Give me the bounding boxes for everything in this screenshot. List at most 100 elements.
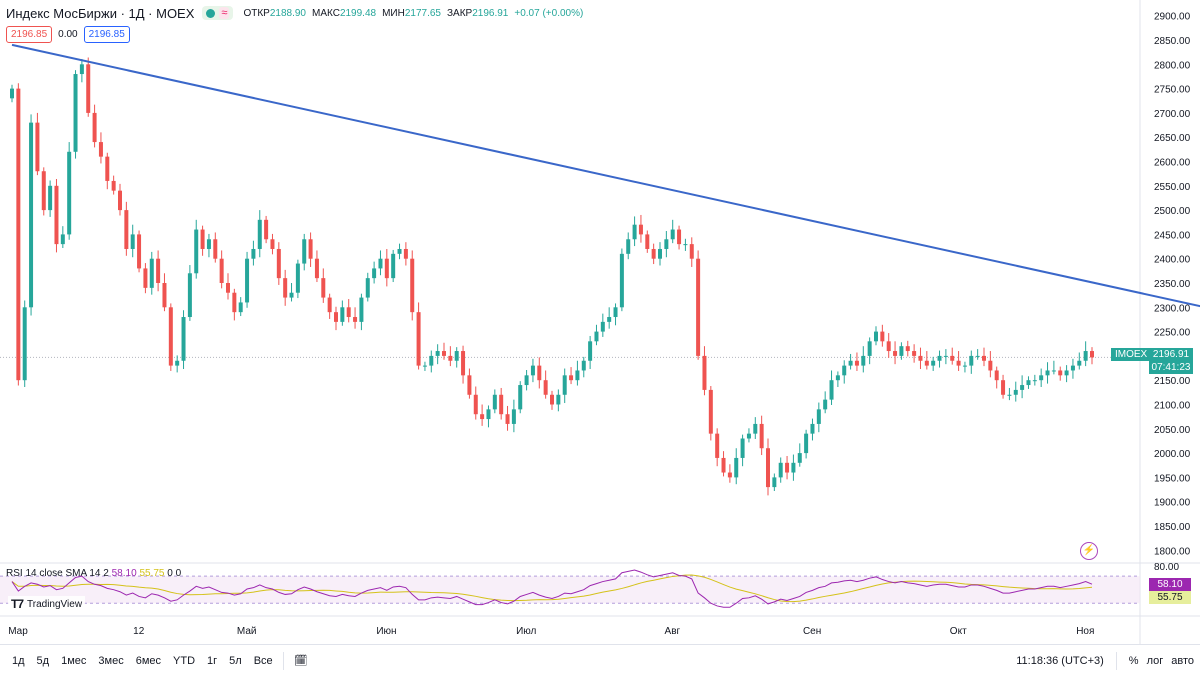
date-range-icon[interactable]: 🗓 [293, 655, 308, 667]
candle-body [943, 355, 948, 357]
candle-body [537, 365, 542, 381]
candle-body [130, 234, 135, 249]
candle-body [384, 258, 389, 279]
candle-body [562, 375, 567, 395]
candle-body [848, 360, 853, 366]
y-tick-label: 2050.00 [1154, 425, 1191, 436]
x-tick-label: Ноя [1076, 626, 1094, 637]
symbol-title[interactable]: Индекс МосБиржи · 1Д · MOEX [6, 5, 195, 21]
candle-body [810, 423, 815, 434]
symbol-price-tag: IMOEX [1111, 348, 1152, 361]
candle-body [689, 244, 694, 259]
candle-body [194, 229, 199, 274]
candle-body [327, 297, 332, 313]
percent-toggle[interactable]: % [1128, 654, 1139, 667]
candle-body [29, 122, 34, 308]
auto-toggle[interactable]: авто [1171, 654, 1194, 667]
range-button[interactable]: 3мес [98, 654, 124, 667]
candle-body [461, 351, 466, 376]
candle-body [448, 355, 453, 361]
candle-body [156, 258, 161, 283]
candle-body [454, 351, 459, 361]
quote-boxes: 2196.85 0.00 2196.85 [6, 26, 130, 43]
log-toggle[interactable]: лог [1146, 654, 1164, 667]
buy-box[interactable]: 2196.85 [83, 26, 130, 43]
candle-body [975, 355, 980, 357]
range-button[interactable]: 1г [207, 654, 218, 667]
y-tick-label: 2850.00 [1154, 36, 1191, 47]
candle-body [759, 423, 764, 449]
wave-icon: ≈ [219, 7, 230, 19]
candle-body [931, 360, 936, 366]
range-button[interactable]: YTD [173, 654, 196, 667]
candle-body [219, 258, 224, 283]
range-button[interactable]: 5л [229, 654, 242, 667]
candle-body [924, 360, 929, 366]
rsi-legend[interactable]: RSI 14 close SMA 14 2 58.10 55.75 0 0 [6, 568, 181, 579]
rsi-legend-value: 58.10 [111, 568, 137, 579]
candle-body [791, 462, 796, 473]
range-button[interactable]: 1д [12, 654, 25, 667]
candle-body [696, 258, 701, 356]
candle-body [1026, 380, 1031, 386]
candle-body [588, 341, 593, 361]
x-tick-label: Сен [803, 626, 821, 637]
candle-body [473, 394, 478, 415]
range-button[interactable]: 5д [36, 654, 50, 667]
toolbar-divider [282, 651, 284, 670]
candle-body [721, 457, 726, 473]
candle-body [816, 409, 821, 424]
range-button[interactable]: 1мес [61, 654, 87, 667]
candle-body [899, 346, 904, 356]
candle-body [124, 210, 129, 249]
candle-body [740, 438, 745, 458]
rsi-sma-line [11, 574, 1093, 603]
last-price-label: 2196.91 07:41:23 [1149, 348, 1193, 374]
indicator-pill[interactable]: ≈ [202, 6, 234, 20]
tradingview-logo-icon: T7 [11, 597, 24, 611]
x-tick-label: Май [237, 626, 257, 637]
y-tick-label: 2600.00 [1154, 158, 1191, 169]
candle-body [645, 234, 650, 249]
candle-body [766, 448, 770, 488]
candle-body [854, 360, 859, 366]
candle-body [829, 380, 834, 400]
range-button[interactable]: Все [253, 654, 273, 667]
candle-body [937, 355, 942, 361]
candle-body [79, 64, 84, 75]
candle-body [658, 248, 662, 259]
rsi-legend-extra: 0 0 [167, 568, 182, 579]
candle-body [804, 433, 809, 454]
change-value: +0.07 (+0.00%) [514, 7, 584, 19]
lightning-icon[interactable]: ⚡ [1080, 542, 1098, 560]
candle-body [435, 351, 440, 356]
sell-box[interactable]: 2196.85 [6, 26, 53, 43]
toolbar-divider [1115, 651, 1117, 670]
candle-body [10, 88, 14, 99]
candle-body [550, 394, 554, 405]
y-tick-label: 2650.00 [1154, 133, 1191, 144]
candle-body [734, 457, 739, 478]
y-tick-label: 2300.00 [1154, 303, 1191, 314]
candle-body [162, 283, 167, 308]
clock-time[interactable]: 11:18:36 (UTC+3) [1016, 654, 1104, 667]
candle-body [626, 239, 631, 254]
candle-body [594, 331, 599, 342]
candle-body [340, 307, 345, 322]
candle-body [575, 370, 580, 381]
y-tick-label: 2550.00 [1154, 182, 1191, 193]
candle-body [442, 351, 446, 356]
candle-body [823, 399, 828, 410]
tradingview-brand[interactable]: T7 TradingView [8, 596, 86, 612]
candle-body [543, 380, 548, 395]
rsi-sma-tag: 55.75 [1149, 591, 1191, 604]
candle-body [276, 248, 281, 279]
candle-body [314, 258, 319, 279]
candle-body [969, 355, 974, 366]
range-button[interactable]: 6мес [135, 654, 162, 667]
y-tick-label: 2500.00 [1154, 206, 1191, 217]
candle-body [175, 360, 180, 366]
candle-body [346, 307, 351, 318]
candle-body [683, 244, 688, 246]
